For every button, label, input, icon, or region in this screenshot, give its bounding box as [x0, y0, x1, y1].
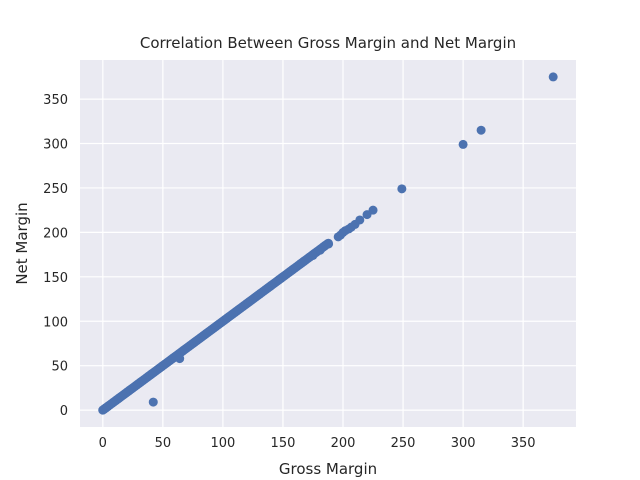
y-tick-label: 50 — [51, 360, 68, 375]
x-tick-label: 200 — [331, 436, 356, 451]
grid — [80, 60, 576, 427]
x-tick-label: 350 — [511, 436, 536, 451]
data-point — [324, 239, 334, 249]
data-point — [175, 354, 185, 364]
y-axis-ticks: 0 50 100 150 200 250 300 350 — [43, 93, 68, 419]
y-tick-label: 300 — [43, 138, 68, 153]
data-points — [98, 72, 558, 415]
data-point — [101, 402, 111, 412]
y-tick-label: 200 — [43, 226, 68, 241]
data-point — [355, 215, 365, 225]
x-axis-label: Gross Margin — [279, 460, 377, 478]
x-tick-label: 250 — [391, 436, 416, 451]
x-tick-label: 50 — [155, 436, 172, 451]
data-point — [368, 205, 378, 215]
data-point — [458, 139, 468, 149]
y-tick-label: 250 — [43, 182, 68, 197]
data-point — [476, 125, 486, 135]
data-point — [397, 184, 407, 194]
x-tick-label: 150 — [271, 436, 296, 451]
x-tick-label: 0 — [99, 436, 107, 451]
y-tick-label: 100 — [43, 315, 68, 330]
x-tick-label: 300 — [451, 436, 476, 451]
x-tick-label: 100 — [211, 436, 236, 451]
x-axis-ticks: 0 50 100 150 200 250 300 350 — [99, 436, 536, 451]
y-tick-label: 0 — [60, 404, 68, 419]
y-axis-label: Net Margin — [13, 202, 31, 284]
data-point — [148, 397, 158, 407]
chart-title: Correlation Between Gross Margin and Net… — [140, 34, 516, 52]
y-tick-label: 150 — [43, 271, 68, 286]
data-point — [548, 72, 558, 82]
data-point — [308, 250, 318, 260]
y-tick-label: 350 — [43, 93, 68, 108]
